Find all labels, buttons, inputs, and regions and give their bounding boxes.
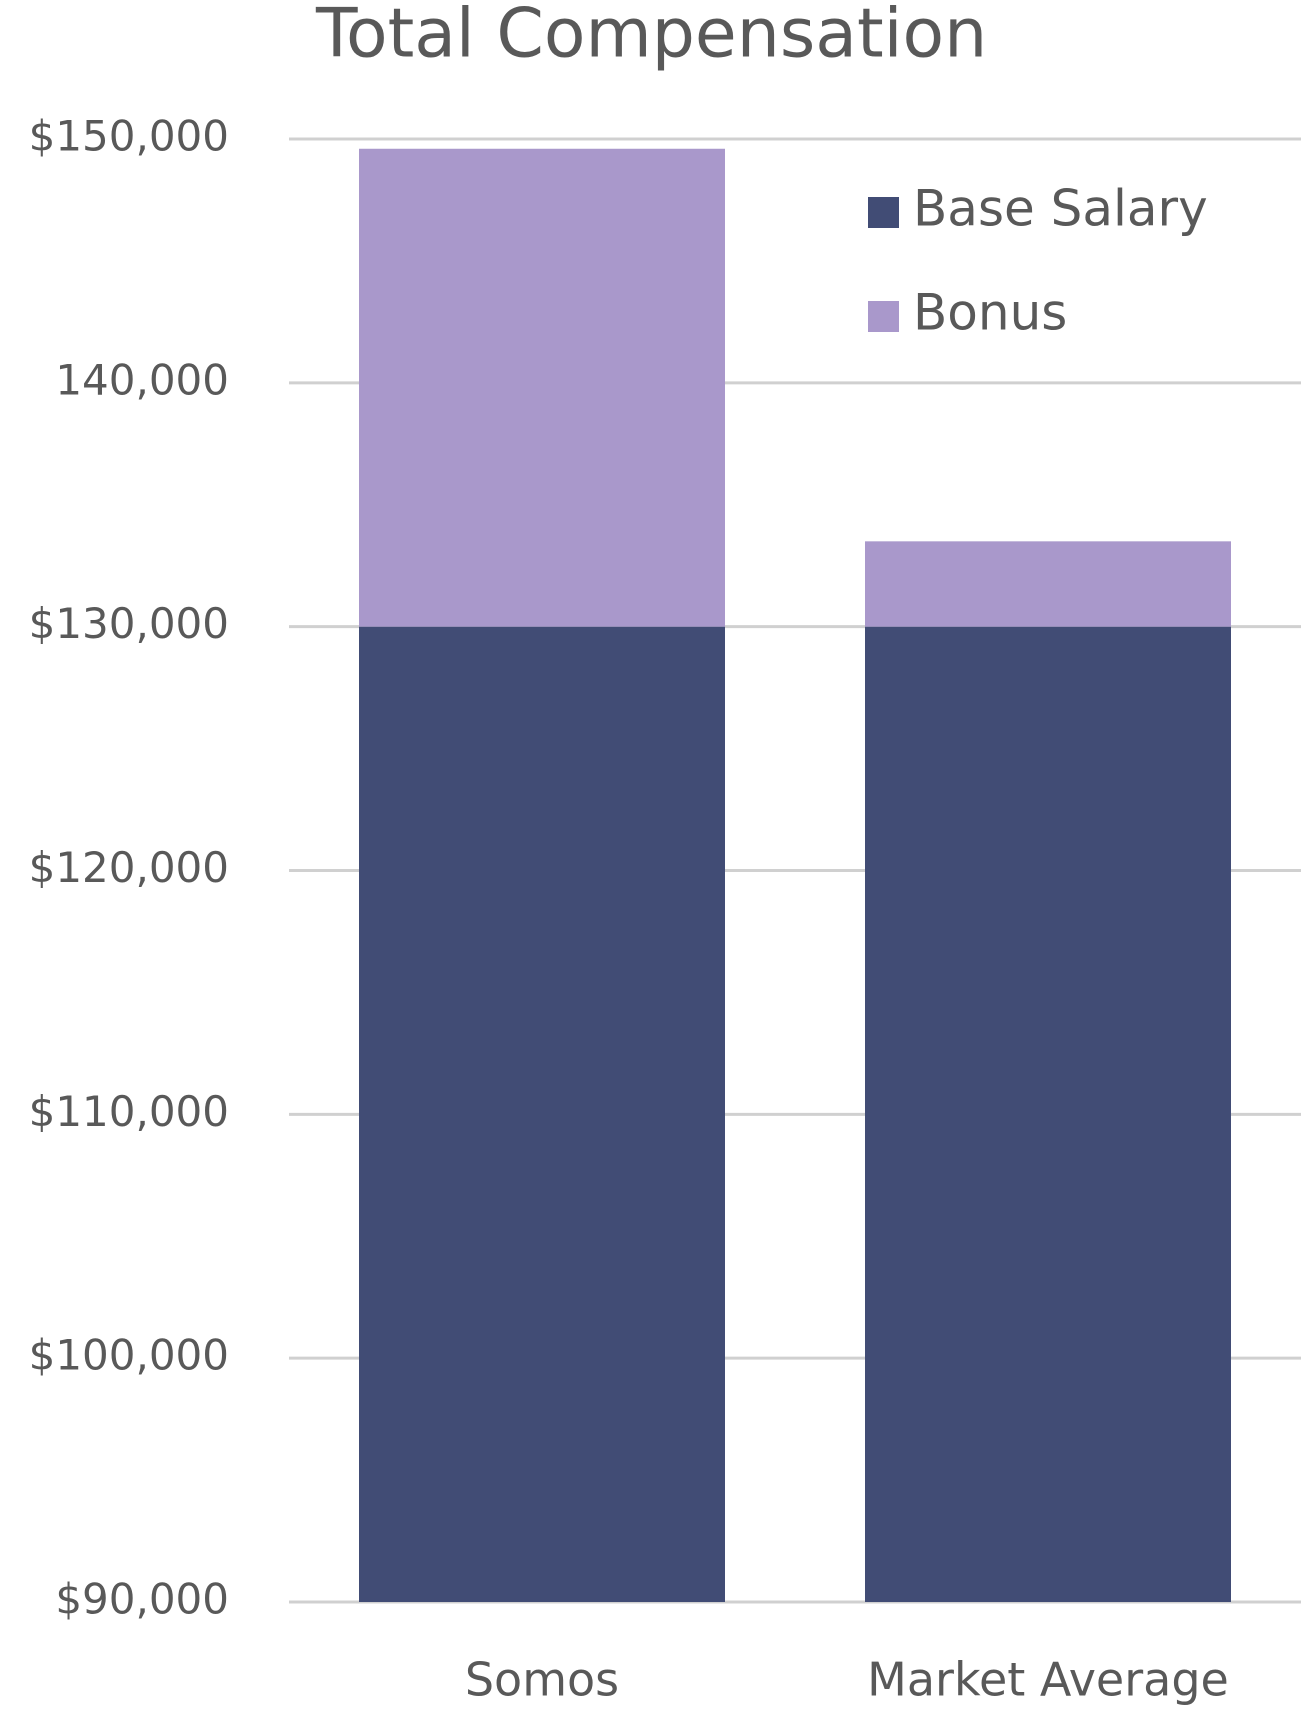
legend-swatch [868, 301, 899, 332]
legend-swatch [868, 197, 899, 228]
legend-label: Base Salary [913, 180, 1208, 238]
x-tick-label: Somos [465, 1653, 619, 1707]
y-tick-label: $90,000 [55, 1575, 229, 1624]
chart-title: Total Compensation [315, 0, 987, 74]
y-tick-label: $100,000 [29, 1331, 229, 1380]
bar-segment [359, 148, 725, 627]
legend-label: Bonus [913, 284, 1067, 342]
y-tick-label: $110,000 [29, 1087, 229, 1136]
bar-segment [359, 626, 725, 1602]
y-tick-label: 140,000 [55, 355, 229, 404]
bar-segment [865, 541, 1231, 627]
y-tick-label: $120,000 [29, 843, 229, 892]
bar-segment [865, 626, 1231, 1602]
y-tick-label: $150,000 [29, 112, 229, 161]
x-tick-label: Market Average [867, 1653, 1229, 1707]
y-tick-label: $130,000 [29, 599, 229, 648]
